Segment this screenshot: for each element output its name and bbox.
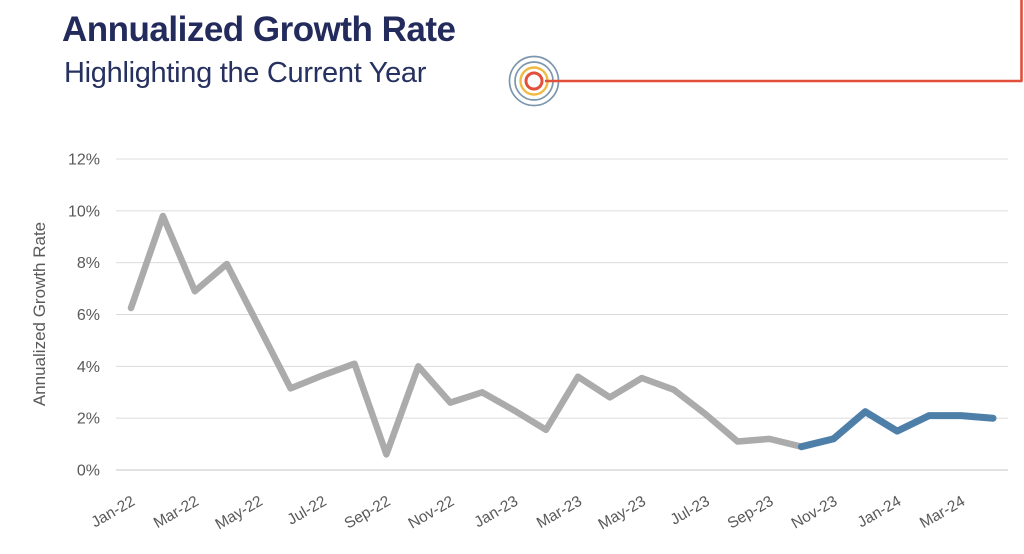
y-tick-label: 10%	[68, 203, 100, 220]
y-tick-label: 12%	[68, 152, 100, 169]
y-tick-label: 0%	[77, 463, 100, 480]
y-tick-label: 4%	[77, 359, 100, 376]
y-tick-label: 8%	[77, 255, 100, 272]
y-tick-label: 6%	[77, 307, 100, 324]
y-tick-label: 2%	[77, 411, 100, 428]
page-title: Annualized Growth Rate	[62, 10, 456, 49]
series-line-prior-period	[127, 212, 805, 458]
y-axis-title: Annualized Growth Rate	[30, 222, 49, 406]
series-line-current-year-highlight	[797, 408, 997, 451]
page-subtitle: Highlighting the Current Year	[64, 57, 427, 89]
